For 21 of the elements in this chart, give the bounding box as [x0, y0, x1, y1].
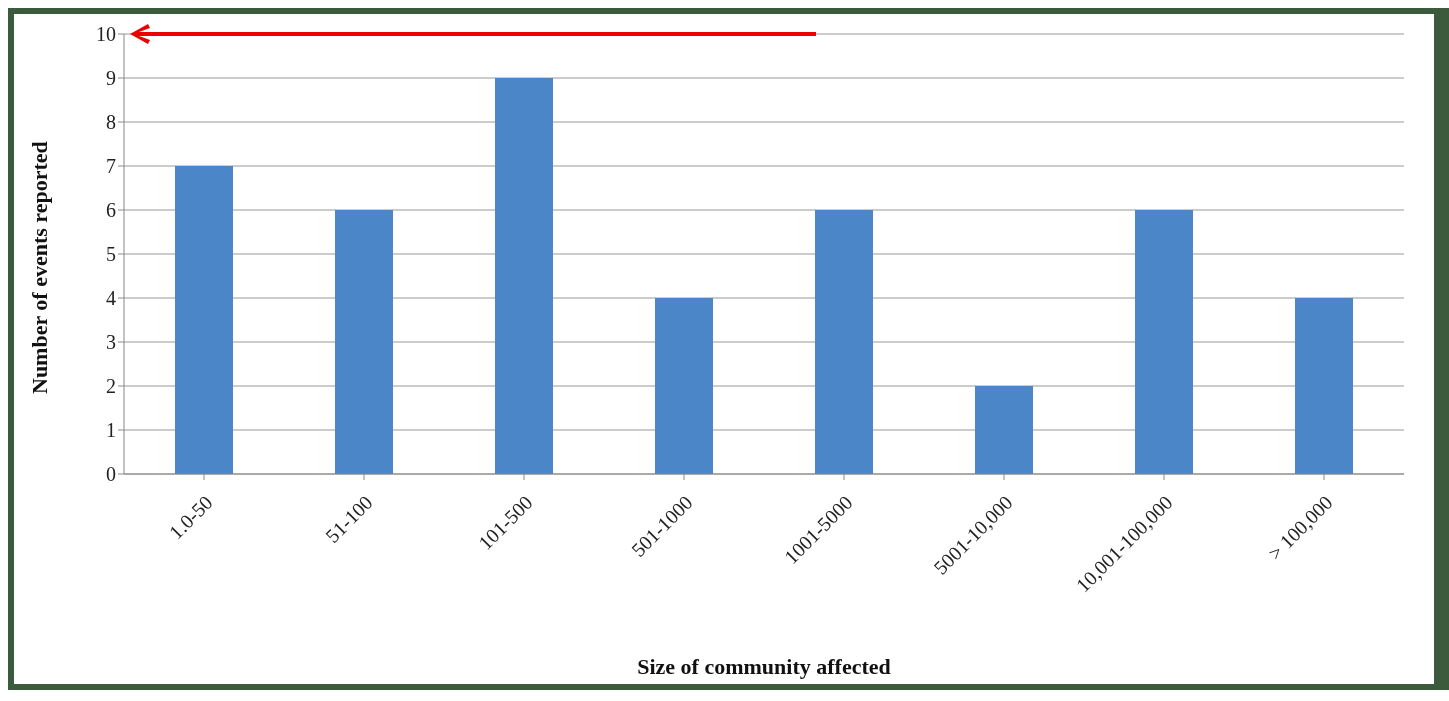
- y-tick-label: 4: [106, 287, 116, 310]
- y-tick-label: 1: [106, 419, 116, 442]
- y-tick-label: 9: [106, 67, 116, 90]
- bar: [815, 210, 873, 474]
- y-tick-label: 0: [106, 463, 116, 486]
- bar: [1135, 210, 1193, 474]
- y-tick-label: 6: [106, 199, 116, 222]
- bar: [1295, 298, 1353, 474]
- bar: [655, 298, 713, 474]
- x-axis-title: Size of community affected: [637, 654, 891, 679]
- y-tick-label: 2: [106, 375, 116, 398]
- y-axis-title: Number of events reported: [26, 141, 52, 394]
- y-tick-label: 7: [106, 155, 116, 178]
- bar: [975, 386, 1033, 474]
- y-tick-label: 3: [106, 331, 116, 354]
- y-tick-label: 8: [106, 111, 116, 134]
- bar: [175, 166, 233, 474]
- bar: [335, 210, 393, 474]
- y-tick-label: 5: [106, 243, 116, 266]
- bar: [495, 78, 553, 474]
- y-tick-label: 10: [96, 23, 116, 46]
